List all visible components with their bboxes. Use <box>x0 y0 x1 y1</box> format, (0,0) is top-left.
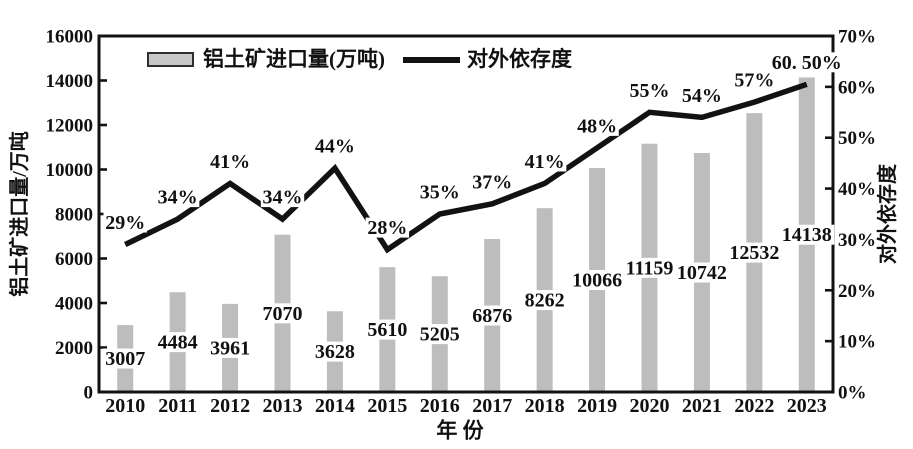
x-axis-title: 年 份 <box>436 418 484 443</box>
dependence-line <box>124 81 808 254</box>
left-axis-tick-label: 4000 <box>55 294 93 315</box>
bar-value-label: 10066 <box>572 270 622 292</box>
line-value-label: 35% <box>420 182 460 204</box>
line-value-label-bg <box>470 171 514 192</box>
left-axis-tick-label: 12000 <box>46 116 94 137</box>
bar-value-label: 3628 <box>315 341 355 363</box>
left-axis-tick-label: 2000 <box>55 338 93 359</box>
right-axis-title: 对外依存度 <box>877 164 899 264</box>
line-value-label-bg <box>313 136 357 157</box>
bar-value-label-bg <box>726 242 782 263</box>
bar-value-label-bg <box>674 262 730 283</box>
line-value-label: 34% <box>158 187 198 209</box>
line-value-label: 41% <box>525 151 565 173</box>
line-value-label-bg <box>155 187 200 208</box>
line-value-label-bg <box>522 151 567 172</box>
line-value-label-bg <box>103 212 147 233</box>
x-tick-label: 2019 <box>577 395 617 417</box>
line-value-label: 48% <box>577 115 617 137</box>
bar-value-label-bg <box>779 224 835 245</box>
line-value-label: 29% <box>105 212 145 234</box>
x-tick-label: 2018 <box>525 395 565 417</box>
line-value-label: 54% <box>682 85 722 107</box>
x-tick-label: 2017 <box>472 395 512 417</box>
line-value-label-bg <box>680 85 724 106</box>
bar-value-label-bg <box>364 319 410 340</box>
bar-value-label-bg <box>522 290 568 311</box>
line-value-label-bg <box>208 151 252 172</box>
x-tick-label: 2010 <box>105 395 145 417</box>
bar-value-label: 8262 <box>525 290 565 312</box>
line-value-label-bg <box>575 115 619 136</box>
right-axis-tick-label: 30% <box>838 230 876 251</box>
legend-line-swatch <box>403 57 460 63</box>
line-value-label-bg <box>365 217 410 238</box>
left-axis-tick-label: 16000 <box>46 27 94 48</box>
x-tick-label: 2011 <box>158 395 197 417</box>
line-value-label: 41% <box>210 151 250 173</box>
x-tick-label: 2023 <box>787 395 827 417</box>
line-value-label-bg <box>418 182 462 202</box>
line-value-label: 34% <box>263 187 303 209</box>
line-value-label-bg <box>260 187 305 208</box>
bar-value-label: 10742 <box>677 262 727 284</box>
right-axis-tick-label: 60% <box>838 77 876 98</box>
line-value-label: 55% <box>630 80 670 102</box>
x-tick-label: 2014 <box>315 395 355 417</box>
left-axis-tick-label: 10000 <box>46 160 94 181</box>
bar-value-label: 5205 <box>420 324 460 346</box>
right-axis-tick-label: 20% <box>838 281 876 302</box>
bar-value-label: 12532 <box>729 242 779 264</box>
bar-value-label-bg <box>102 348 148 369</box>
legend-line-label: 对外依存度 <box>467 47 572 71</box>
bar-value-label-bg <box>569 270 625 291</box>
line-value-label: 57% <box>734 70 774 92</box>
x-tick-label: 2021 <box>682 395 722 417</box>
line-value-label: 44% <box>315 136 355 158</box>
left-axis-title: 铝土矿进口量/万吨 <box>9 131 31 297</box>
left-axis-tick-label: 6000 <box>55 249 93 270</box>
x-tick-label: 2020 <box>630 395 670 417</box>
x-tick-label: 2015 <box>367 395 407 417</box>
bar-value-label: 3007 <box>105 348 145 370</box>
right-axis-tick-label: 50% <box>838 128 876 149</box>
bar-value-label: 6876 <box>472 305 512 327</box>
x-tick-label: 2022 <box>734 395 774 417</box>
right-axis-tick-label: 0% <box>838 383 867 404</box>
line-value-label: 60. 50% <box>772 52 842 74</box>
x-tick-label: 2012 <box>210 395 250 417</box>
bar-value-label: 4484 <box>158 332 198 354</box>
bar-value-label-bg <box>312 341 358 362</box>
bar-value-label: 7070 <box>263 303 303 325</box>
right-axis-tick-label: 10% <box>838 332 876 353</box>
bar-value-label: 3961 <box>210 337 250 359</box>
left-axis-tick-label: 0 <box>84 383 94 404</box>
line-value-label: 28% <box>367 217 407 239</box>
bar-value-label-bg <box>622 257 677 278</box>
right-axis-tick-label: 70% <box>838 27 876 48</box>
left-axis-tick-label: 14000 <box>46 71 94 92</box>
legend-bar-label: 铝土矿进口量(万吨) <box>203 47 385 71</box>
left-axis-tick-label: 8000 <box>55 205 93 226</box>
line-value-label-bg <box>769 52 844 73</box>
plot-frame <box>97 34 835 394</box>
bar-value-label: 14138 <box>782 224 832 246</box>
right-axis-tick-label: 40% <box>838 179 876 200</box>
line-value-label-bg <box>732 70 777 91</box>
legend-bar-swatch <box>147 52 194 67</box>
bar-value-label: 11159 <box>626 257 674 279</box>
line-value-label-bg <box>627 80 672 101</box>
x-tick-label: 2013 <box>263 395 303 417</box>
x-tick-label: 2016 <box>420 395 460 417</box>
bar-value-label-bg <box>260 303 305 324</box>
bar-value-label-bg <box>417 324 463 345</box>
bar-value-label: 5610 <box>367 319 407 341</box>
bar-value-label-bg <box>155 332 201 353</box>
line-value-label: 37% <box>472 171 512 193</box>
bar-value-label-bg <box>469 305 515 326</box>
bar-value-label-bg <box>207 337 253 358</box>
